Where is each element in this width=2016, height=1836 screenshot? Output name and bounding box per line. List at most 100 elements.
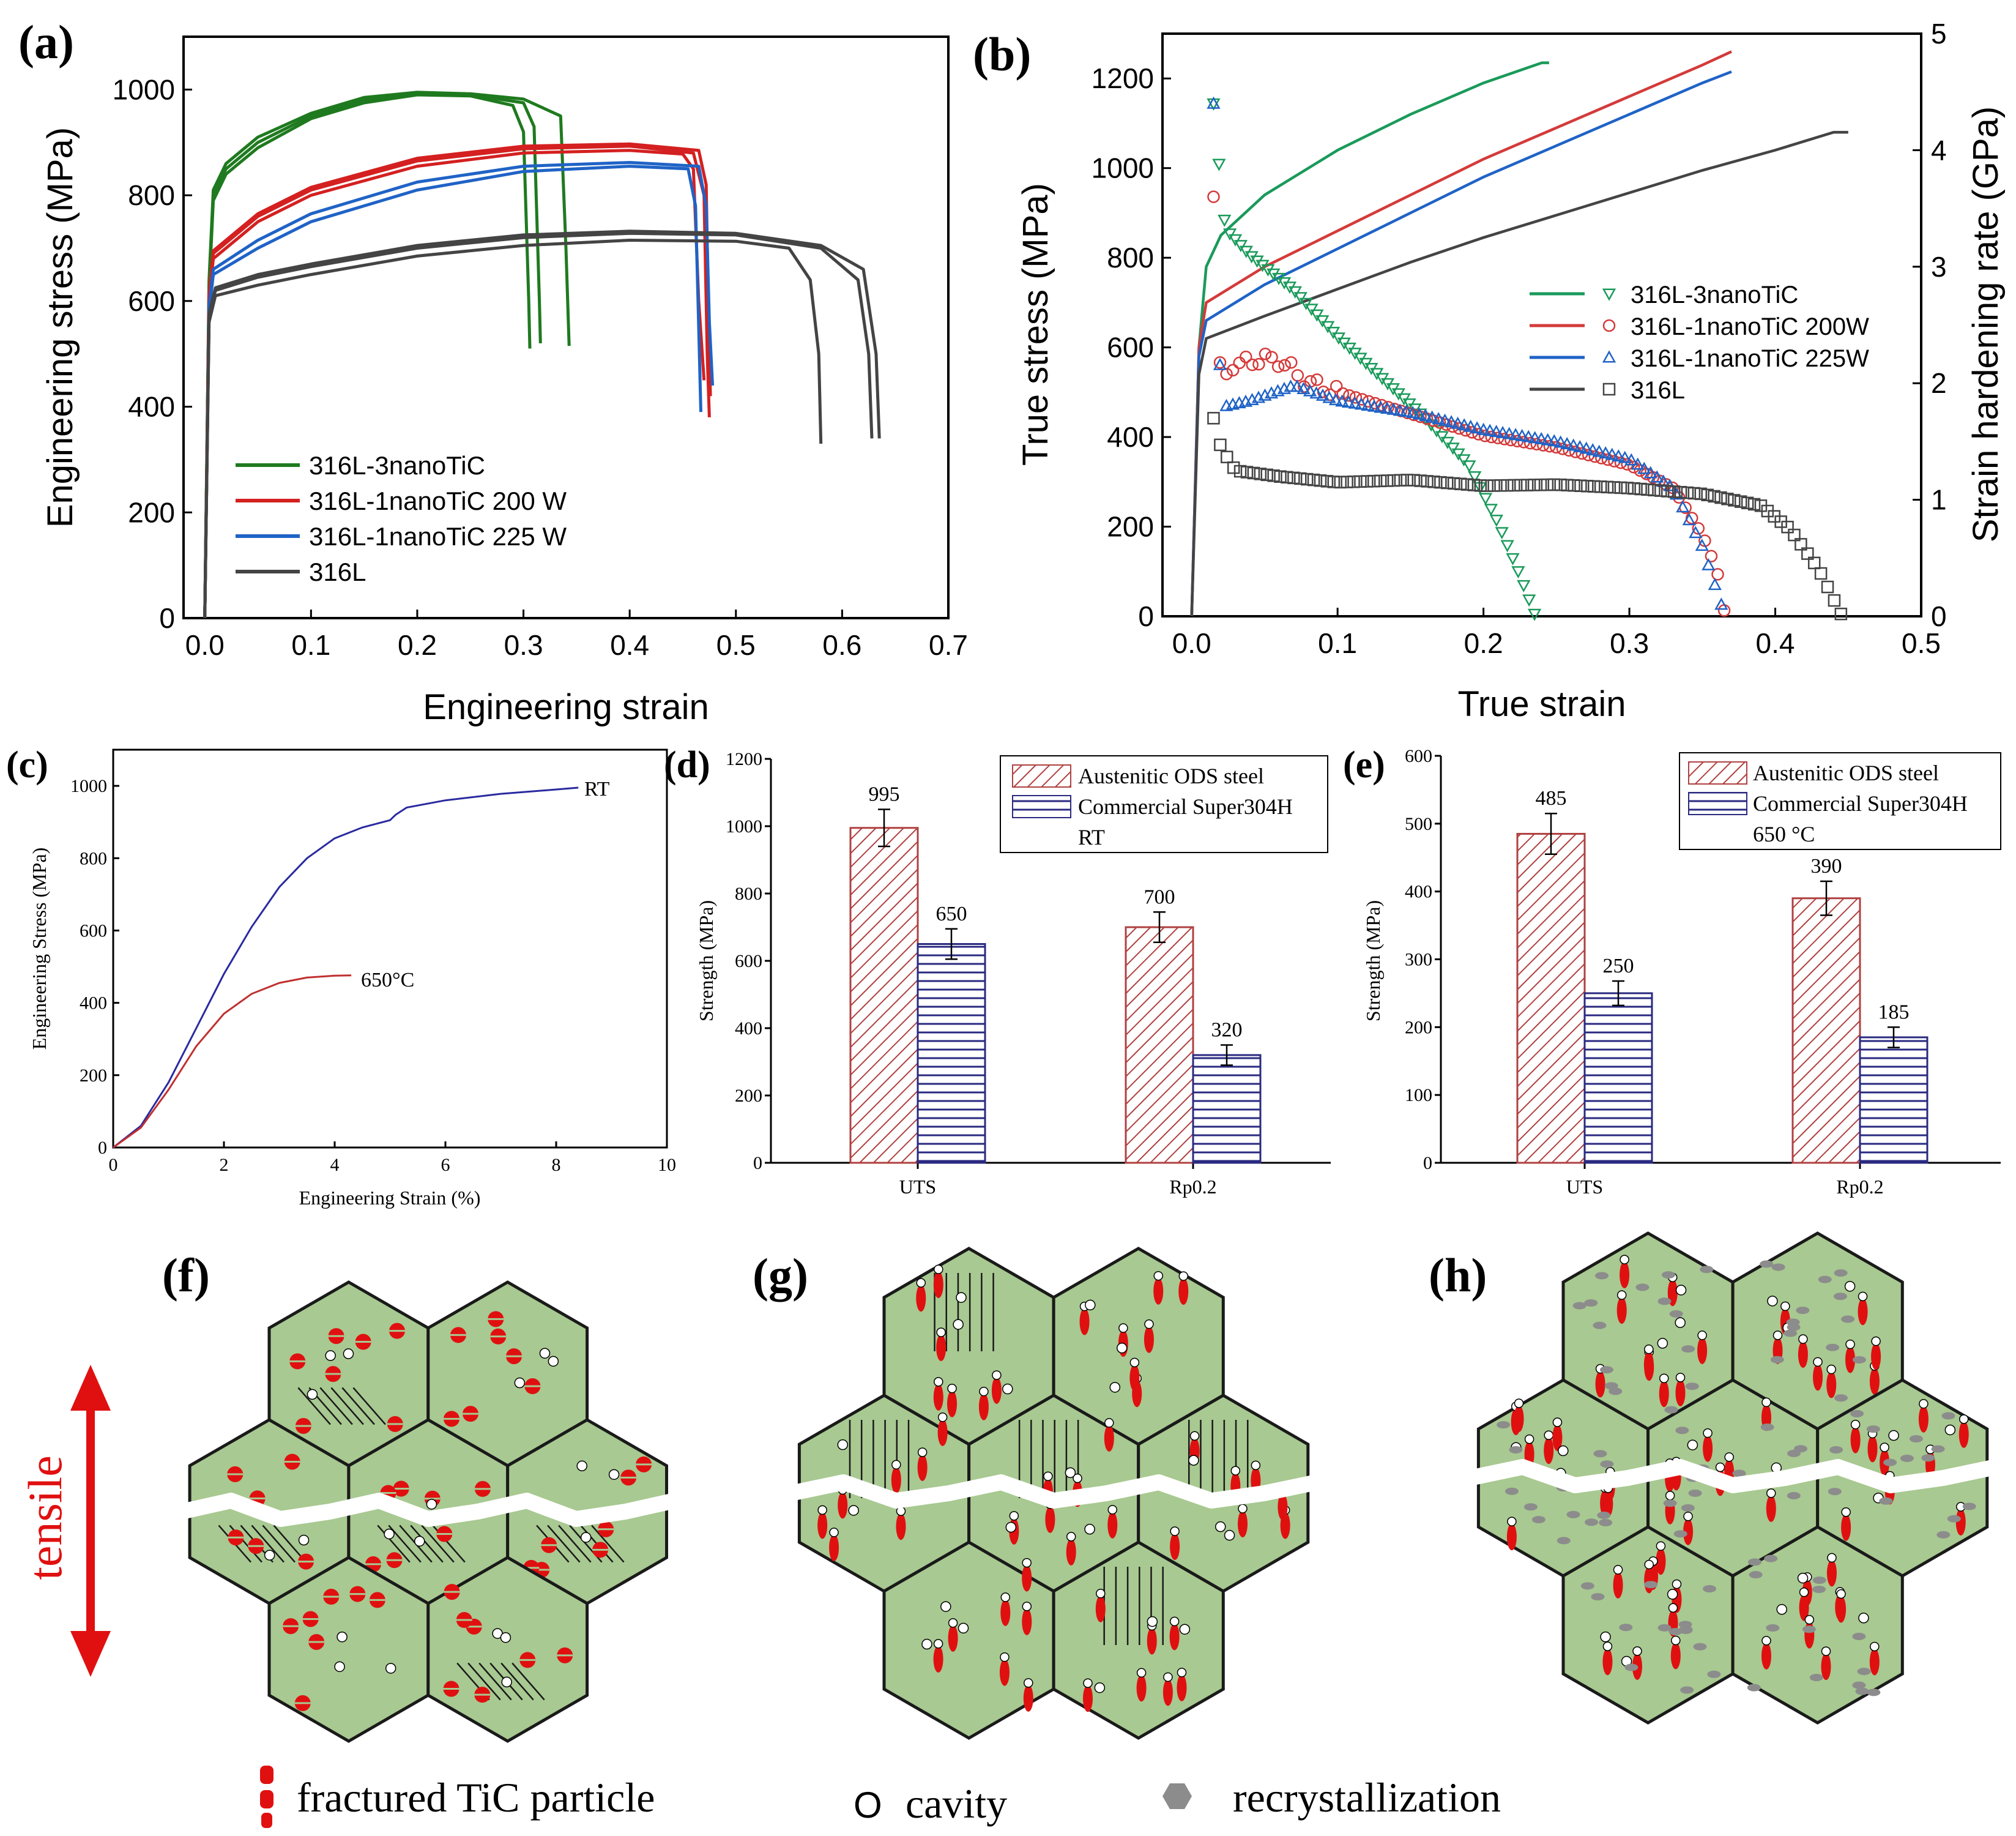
hardening-point-316L-3nanoTiC: [1517, 580, 1531, 592]
hardening-point-316L: [1747, 498, 1761, 511]
bar-Austenitic-ODS-steel-UTS: [849, 827, 919, 1164]
legend-entry: 316L-1nanoTiC 225 W: [309, 522, 567, 551]
hardening-point-316L: [1240, 466, 1254, 479]
tic-particle: [1644, 1566, 1654, 1594]
hardening-point-316L-1nanoTiC-225W: [1444, 415, 1459, 428]
twin-line: [467, 1662, 501, 1701]
twin-line: [262, 1524, 296, 1563]
tic-particle: [1845, 1346, 1856, 1373]
cavity: [1002, 1383, 1013, 1395]
cavity: [1251, 1460, 1261, 1471]
tic-particle: [829, 1534, 839, 1561]
tic-particle: [1836, 1595, 1847, 1623]
x-tick-label: 0.2: [398, 629, 437, 661]
y-tick-label: 0: [1423, 1153, 1432, 1173]
cavity: [937, 1412, 948, 1422]
y2-tick-label: 0: [1931, 600, 1947, 632]
hardening-point-316L: [1714, 491, 1727, 504]
cavity: [1118, 1323, 1128, 1333]
series-line-316L: [203, 239, 823, 619]
hardening-point-316L: [1294, 472, 1307, 485]
cavity: [1084, 1523, 1095, 1535]
hardening-point-316L: [1441, 476, 1454, 490]
tic-particle: [1675, 1379, 1686, 1406]
y-tick-label: 200: [1405, 1017, 1432, 1037]
cavity: [548, 1356, 559, 1367]
hardening-point-316L: [1414, 474, 1427, 487]
hardening-point-316L-1nanoTiC-225W: [1631, 457, 1645, 470]
legend-marker: [1602, 288, 1616, 301]
twin-line: [511, 1662, 545, 1701]
cavity: [1189, 1431, 1200, 1441]
hardening-point-316L: [1627, 482, 1640, 495]
cavity: [1109, 1382, 1121, 1393]
cavity: [514, 1377, 526, 1389]
hardening-point-316L-1nanoTiC-200W: [1246, 358, 1259, 371]
legend-marker: [1602, 350, 1616, 363]
hardening-point-316L-3nanoTiC: [1435, 431, 1449, 444]
bar-value-label: 650: [936, 903, 967, 925]
recrystallized-grain: [1679, 1626, 1693, 1634]
hardening-point-316L-1nanoTiC-200W: [1634, 464, 1646, 477]
recrystallized-grain: [1828, 1488, 1842, 1496]
cavity: [1944, 1424, 1956, 1436]
recrystallized-grain: [1580, 1582, 1594, 1590]
y-tick-label: 200: [128, 496, 175, 528]
legend-d-ods: Austenitic ODS steel: [1078, 764, 1264, 788]
y-tick-label: 0: [159, 602, 175, 634]
recrystallized-grain: [1931, 1445, 1945, 1453]
cavity: [1524, 1434, 1534, 1444]
legend-entry: 316L-1nanoTiC 200W: [1631, 313, 1869, 340]
chart-c-ylabel: Engineering Stress (MPa): [28, 848, 50, 1050]
bar-value-label: 250: [1603, 955, 1634, 977]
cavity: [1671, 1635, 1681, 1646]
y-tick-label: 400: [128, 391, 175, 423]
tic-particle: [1858, 1298, 1868, 1326]
chart-e-ylabel: Strength (MPa): [1362, 900, 1384, 1021]
tic-particle: [948, 1624, 958, 1652]
recrystallized-grain: [1675, 1427, 1689, 1435]
hardening-point-316L-1nanoTiC-225W: [1348, 396, 1362, 409]
hardening-point-316L-3nanoTiC: [1527, 608, 1542, 621]
annotation-650c: 650°C: [361, 969, 414, 991]
cavity: [1766, 1488, 1776, 1498]
hardening-point-316L-1nanoTiC-200W: [1705, 550, 1718, 563]
cavity: [1094, 1682, 1106, 1693]
legend-entry: 316L-1nanoTiC 225W: [1631, 345, 1869, 372]
cavity: [501, 1676, 512, 1688]
twin-line: [547, 1524, 581, 1563]
recrystallized-grain: [1531, 1516, 1545, 1524]
hardening-point-316L-1nanoTiC-225W: [1579, 441, 1593, 454]
panel-label-a: (a): [18, 15, 74, 69]
hardening-point-316L: [1734, 495, 1747, 508]
hardening-point-316L: [1320, 475, 1334, 488]
series-line-650°C: [113, 974, 352, 1149]
x-tick-label: 0.2: [1464, 627, 1503, 659]
recrystallized-grain: [1747, 1558, 1761, 1566]
x-tick-label: 0.1: [291, 629, 330, 661]
tic-particle: [1670, 1642, 1681, 1670]
cavity: [608, 1469, 620, 1480]
tic-particle: [817, 1512, 828, 1539]
stress-line-316L-3nanoTiC: [1190, 61, 1549, 617]
y-tick-label: 1000: [726, 816, 762, 837]
tic-particle: [1813, 1364, 1823, 1391]
recrystallized-grain: [1900, 1454, 1914, 1462]
legend-d-304h: Commercial Super304H: [1078, 794, 1293, 819]
cavity: [1009, 1511, 1019, 1521]
hardening-point-316L-1nanoTiC-225W: [1207, 96, 1221, 109]
hardening-point-316L-1nanoTiC-200W: [1711, 568, 1724, 581]
recrystallized-grain: [1497, 1421, 1511, 1429]
hardening-point-316L: [1487, 479, 1500, 492]
tic-particle: [1603, 1490, 1613, 1517]
tic-particle: [1821, 1653, 1831, 1681]
recrystallized-grain: [1566, 1510, 1580, 1518]
hardening-point-316L-1nanoTiC-225W: [1405, 406, 1420, 419]
recrystallized-grain: [1693, 1643, 1707, 1651]
tic-particle: [1871, 1343, 1881, 1370]
tic-particle: [1643, 1351, 1654, 1378]
cavity: [1724, 1452, 1734, 1462]
cavity: [343, 1348, 354, 1359]
legend-entry: 316L: [309, 558, 366, 586]
hardening-point-316L-3nanoTiC: [1462, 460, 1476, 473]
